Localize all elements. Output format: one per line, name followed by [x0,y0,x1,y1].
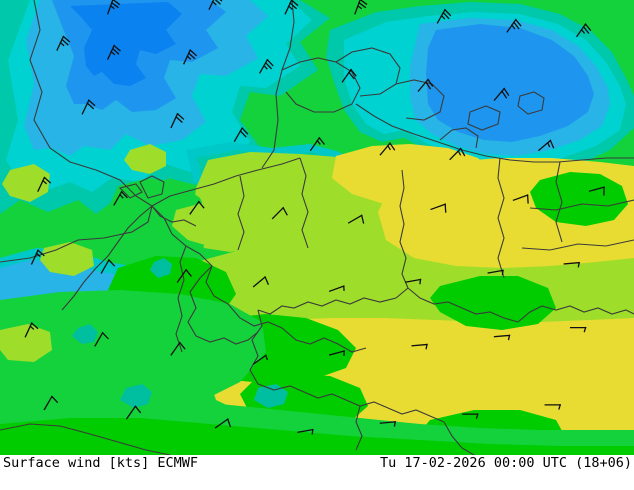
wind-barb [462,413,479,419]
wind-barb [189,200,205,215]
wind-barb [252,276,270,288]
wind-barb [347,214,365,224]
wind-barb [537,139,555,152]
wind-barb [588,186,605,196]
lightgreen-island-2 [0,324,52,362]
wind-speed-field [0,0,634,455]
wind-barb [183,49,198,65]
wind-barb [170,112,185,129]
wind-barb [411,343,428,350]
teal-pocket-alps-3 [72,324,98,344]
wind-barb [56,35,71,51]
wind-barb [106,0,121,15]
band-green-sw-big [0,290,266,420]
wind-barb [341,68,357,83]
wind-barb [309,136,326,152]
wind-barb [24,322,39,338]
wind-barb [512,194,529,204]
band-green-carpathian [530,172,628,226]
wind-barb [170,341,186,356]
teal-pocket-alps-1 [254,384,288,408]
wind-barb [328,350,345,356]
wind-barb [176,268,192,284]
wind-barb [417,78,434,92]
wind-barb [259,58,274,74]
wind-barb [544,404,562,410]
wind-barb [354,0,368,15]
teal-pocket-alps-2 [120,384,152,408]
band-blue-deep-pocket [70,2,182,86]
teal-pocket-alps-4 [150,258,172,278]
wind-barb [94,331,109,347]
lightgreen-island-4 [124,144,166,174]
lightgreen-island-1 [2,164,50,202]
wind-barb [430,203,447,213]
wind-barb [569,326,587,333]
wind-barb [493,87,510,102]
valid-time-label: Tu 17-02-2026 00:00 UTC (18+06) [380,455,632,471]
map-canvas[interactable] [0,0,634,455]
wind-barb [297,428,314,435]
band-green-bottom-dark [0,418,634,455]
wind-barb [100,259,116,274]
wind-barbs-layer [24,0,605,435]
wind-barb [379,421,397,427]
wind-barb [43,395,59,411]
map-footer: Surface wind [kts] ECMWF Tu 17-02-2026 0… [0,455,634,490]
wind-barb [506,18,522,33]
wind-barb [30,249,45,265]
wind-barb [493,334,511,341]
wind-barb [214,418,232,429]
coastlines-and-borders [0,0,634,455]
wind-barb [405,278,422,285]
wind-barb [487,269,504,276]
product-title: Surface wind [kts] ECMWF [3,455,199,471]
wind-barb [113,190,128,206]
band-lightgreen-s-germany [172,198,356,254]
wind-barb [233,127,249,142]
wind-barb [106,44,121,60]
wind-barb [563,261,580,268]
wind-barb [252,354,269,365]
wind-barb [436,8,452,24]
wind-barb [575,23,592,38]
wind-barb [81,99,96,115]
wind-barb [284,0,299,15]
wind-barb [208,0,223,10]
wind-barb [271,206,288,220]
wind-barb [125,405,142,420]
wind-barb [449,147,466,161]
wind-barb [379,142,396,156]
band-baltic-blue [426,24,594,142]
wind-barb [328,285,345,293]
wind-barb [37,176,52,192]
